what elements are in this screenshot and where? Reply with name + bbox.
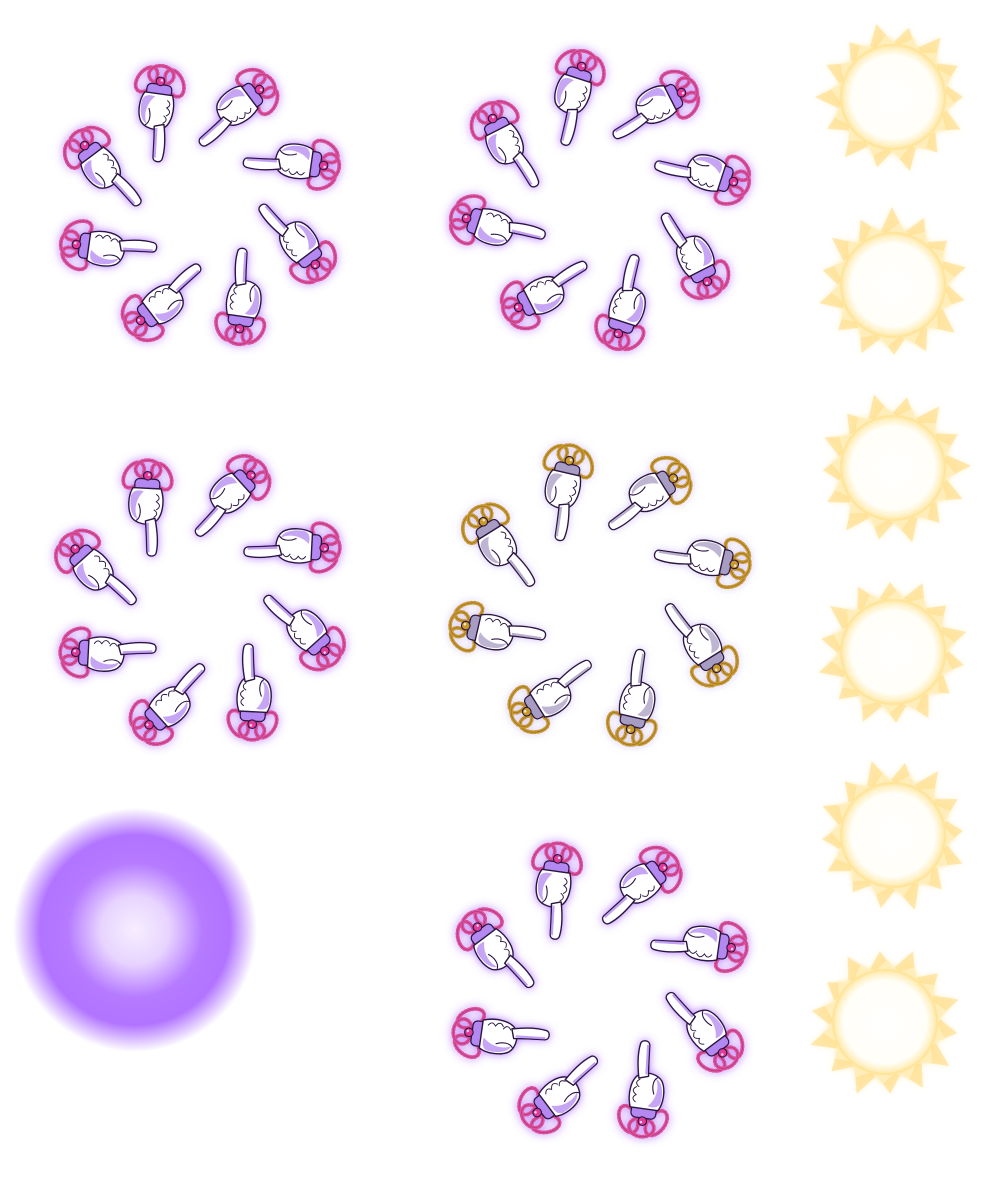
ring-purple-a xyxy=(58,63,342,347)
glow-orb-icon xyxy=(13,808,257,1052)
pointing-glove-icon xyxy=(128,663,206,747)
hand-sprite xyxy=(594,254,646,352)
hand-sprite xyxy=(194,453,272,537)
pointing-glove-icon xyxy=(499,260,588,331)
pointing-glove-icon xyxy=(664,603,740,688)
pointing-glove-icon xyxy=(120,263,202,343)
ring-purple-b xyxy=(448,48,752,352)
hand-sprite xyxy=(58,626,157,679)
pointing-glove-icon xyxy=(660,212,731,301)
hand-sprite xyxy=(530,841,584,940)
hand-sprite xyxy=(58,219,158,272)
pointing-glove-icon xyxy=(605,648,658,747)
pointing-glove-icon xyxy=(650,920,749,974)
pointing-glove-icon xyxy=(594,254,646,352)
pointing-glove-icon xyxy=(62,125,142,207)
pointing-glove-icon xyxy=(258,203,338,285)
pointing-glove-icon xyxy=(455,907,535,989)
pointing-glove-icon xyxy=(214,247,267,347)
pointing-glove-icon xyxy=(133,63,186,163)
hand-sprite xyxy=(650,920,749,974)
pointing-glove-icon xyxy=(263,594,347,672)
hand-sprite xyxy=(133,63,186,163)
pointing-glove-icon xyxy=(448,600,547,653)
pointing-glove-icon xyxy=(194,453,272,537)
hand-sprite xyxy=(653,537,752,590)
hand-sprite xyxy=(53,528,137,606)
pointing-glove-icon xyxy=(653,537,752,590)
pointing-glove-icon xyxy=(654,154,752,206)
hand-sprite xyxy=(448,600,547,653)
pointing-glove-icon xyxy=(460,502,536,587)
pointing-glove-icon xyxy=(665,991,745,1073)
hand-sprite xyxy=(601,845,683,925)
ring-purple-d xyxy=(451,841,749,1139)
glow-orb-layer xyxy=(13,808,257,1052)
hand-sprite xyxy=(448,194,546,246)
pointing-glove-icon xyxy=(616,1040,670,1139)
sun-burst-icon xyxy=(819,207,966,355)
pointing-glove-icon xyxy=(517,1055,599,1135)
sun-burst-icon xyxy=(822,761,963,910)
pointing-glove-icon xyxy=(601,845,683,925)
hand-sprite xyxy=(455,907,535,989)
sun-burst-icon xyxy=(815,23,963,172)
hand-sprite xyxy=(608,455,693,531)
hand-sprite xyxy=(460,502,536,587)
pointing-glove-icon xyxy=(608,455,693,531)
pointing-glove-icon xyxy=(242,138,342,191)
pointing-glove-icon xyxy=(507,659,592,735)
hand-sprite xyxy=(542,443,595,542)
ring-gray-gold xyxy=(448,443,752,747)
hand-sprite xyxy=(616,1040,670,1139)
pointing-glove-icon xyxy=(121,458,174,557)
sun-burst-icon xyxy=(818,582,967,723)
pointing-glove-icon xyxy=(58,219,158,272)
hand-sprite xyxy=(605,648,658,747)
pointing-glove-icon xyxy=(469,99,540,188)
pointing-glove-icon xyxy=(612,69,701,140)
pointing-glove-icon xyxy=(530,841,584,940)
hand-sprite xyxy=(121,458,174,557)
hand-sprite xyxy=(499,260,588,331)
pointing-glove-icon xyxy=(554,48,606,146)
hand-sprite xyxy=(258,203,338,285)
hand-rings-layer xyxy=(53,48,752,1139)
sun-burst-icon xyxy=(810,951,959,1094)
sun-frames-layer xyxy=(810,23,971,1094)
pointing-glove-icon xyxy=(58,626,157,679)
pointing-glove-icon xyxy=(542,443,595,542)
hand-sprite xyxy=(517,1055,599,1135)
hand-sprite xyxy=(226,643,279,742)
pointing-glove-icon xyxy=(451,1006,550,1060)
hand-sprite xyxy=(507,659,592,735)
pointing-glove-icon xyxy=(198,67,280,147)
hand-sprite xyxy=(660,212,731,301)
hand-sprite xyxy=(263,594,347,672)
pointing-glove-icon xyxy=(243,521,342,574)
pointing-glove-icon xyxy=(448,194,546,246)
hand-sprite xyxy=(665,991,745,1073)
pointing-glove-icon xyxy=(53,528,137,606)
hand-sprite xyxy=(242,138,342,191)
pointing-glove-icon xyxy=(226,643,279,742)
hand-sprite xyxy=(664,603,740,688)
hand-sprite xyxy=(451,1006,550,1060)
hand-sprite xyxy=(120,263,202,343)
hand-sprite xyxy=(554,48,606,146)
hand-sprite xyxy=(612,69,701,140)
hand-sprite xyxy=(469,99,540,188)
hand-sprite xyxy=(214,247,267,347)
hand-sprite xyxy=(128,663,206,747)
sun-burst-icon xyxy=(823,394,971,543)
ring-purple-c xyxy=(53,453,347,747)
hand-sprite xyxy=(654,154,752,206)
hand-sprite xyxy=(243,521,342,574)
hand-sprite xyxy=(198,67,280,147)
hand-sprite xyxy=(62,125,142,207)
